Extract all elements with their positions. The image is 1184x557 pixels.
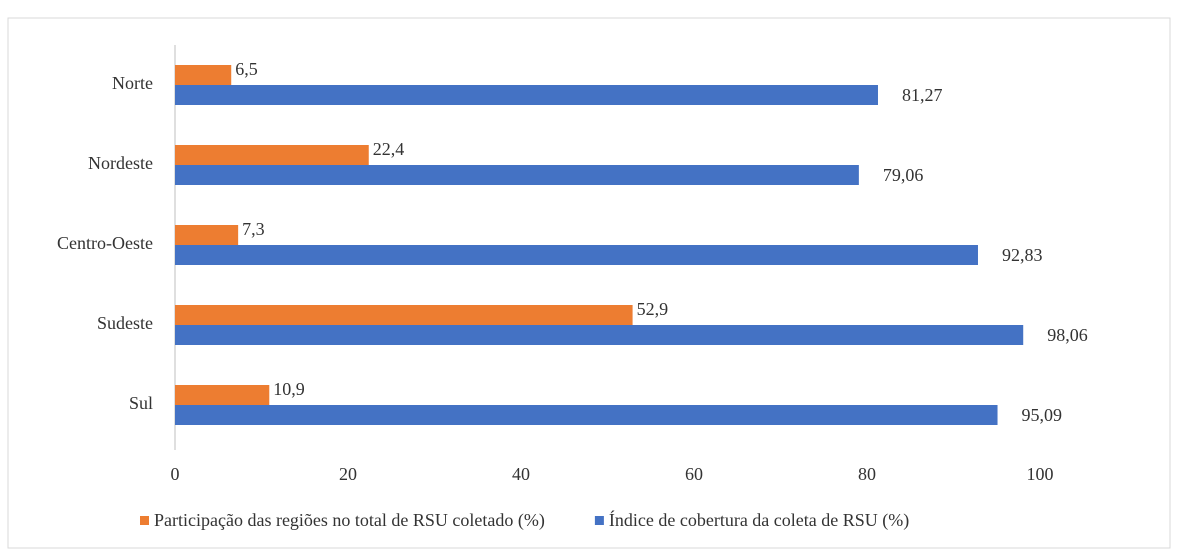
- bar: [175, 165, 859, 185]
- bar: [175, 245, 978, 265]
- bar: [175, 145, 369, 165]
- value-label: 6,5: [235, 59, 258, 79]
- y-tick-label: Sudeste: [97, 313, 153, 333]
- value-label: 92,83: [1002, 245, 1043, 265]
- bar: [175, 65, 232, 85]
- x-tick-label: 60: [685, 464, 703, 484]
- legend-label: Participação das regiões no total de RSU…: [154, 510, 545, 531]
- bar: [175, 305, 633, 325]
- chart-border: [7, 17, 1171, 549]
- value-label: 79,06: [883, 165, 924, 185]
- y-tick-label: Nordeste: [88, 153, 153, 173]
- legend-swatch: [140, 516, 149, 525]
- value-label: 81,27: [902, 85, 943, 105]
- value-label: 22,4: [373, 139, 405, 159]
- x-tick-label: 0: [171, 464, 180, 484]
- value-label: 95,09: [1022, 405, 1063, 425]
- bar: [175, 385, 270, 405]
- bar: [175, 85, 878, 105]
- bar: [175, 225, 239, 245]
- y-tick-label: Sul: [129, 393, 153, 413]
- legend-label: Índice de cobertura da coleta de RSU (%): [609, 509, 909, 531]
- value-label: 7,3: [242, 219, 265, 239]
- bar: [175, 405, 998, 425]
- x-tick-label: 100: [1027, 464, 1054, 484]
- value-label: 98,06: [1047, 325, 1088, 345]
- legend-swatch: [594, 516, 604, 525]
- value-label: 10,9: [273, 379, 305, 399]
- x-tick-label: 80: [858, 464, 876, 484]
- value-label: 52,9: [637, 299, 669, 319]
- y-tick-label: Norte: [112, 73, 153, 93]
- y-tick-label: Centro-Oeste: [57, 233, 153, 253]
- x-tick-label: 40: [512, 464, 530, 484]
- x-tick-label: 20: [339, 464, 357, 484]
- bar: [175, 325, 1024, 345]
